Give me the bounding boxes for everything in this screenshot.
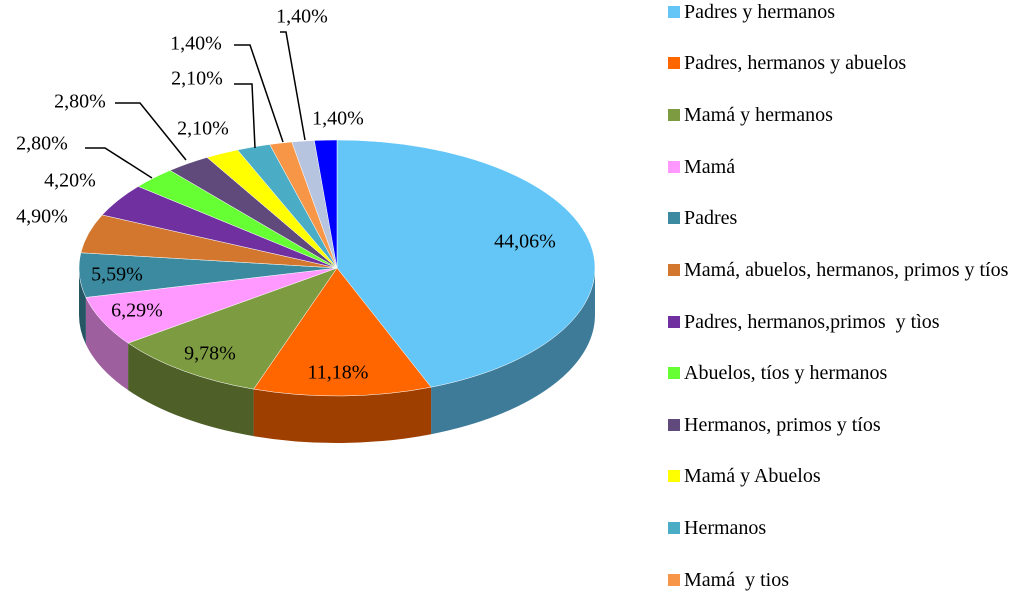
data-label: 2,80% xyxy=(54,91,106,113)
legend-label: Mamá y hermanos xyxy=(684,104,833,126)
data-label: 44,06% xyxy=(494,231,556,253)
legend-item: Hermanos xyxy=(668,517,1015,539)
legend-swatch xyxy=(668,419,680,431)
legend-label: Padres, hermanos,primos y tìos xyxy=(684,311,940,333)
legend-swatch xyxy=(668,316,680,328)
chart: 44,06% 11,18% 9,78% 6,29% 5,59% 4,90% 4,20% 2,8… xyxy=(16,6,596,443)
legend-item: Mamá xyxy=(668,156,1015,178)
legend-swatch xyxy=(668,109,680,121)
legend-swatch xyxy=(668,212,680,224)
legend-item: Padres y hermanos xyxy=(668,1,1015,23)
leader-line xyxy=(85,147,153,179)
legend-item: Mamá y tios xyxy=(668,569,1015,591)
slice-side xyxy=(253,387,432,443)
data-label: 2,10% xyxy=(177,118,229,140)
legend-label: Padres, hermanos y abuelos xyxy=(684,52,907,74)
slice xyxy=(127,267,338,390)
slice xyxy=(336,139,596,388)
slice xyxy=(253,267,432,397)
legend-item: Padres xyxy=(668,207,1015,229)
legend-label: Hermanos, primos y tíos xyxy=(684,414,881,436)
legend-swatch xyxy=(668,470,680,482)
legend-label: Mamá y Abuelos xyxy=(684,465,821,487)
legend-swatch xyxy=(668,367,680,379)
legend-item: Mamá, abuelos, hermanos, primos y tíos xyxy=(668,259,1015,281)
slice-side xyxy=(85,297,129,391)
legend-swatch xyxy=(668,522,680,534)
data-label: 2,10% xyxy=(171,68,223,90)
slice xyxy=(314,139,338,269)
data-label: 9,78% xyxy=(184,343,236,365)
legend-label: Mamá y tios xyxy=(684,569,789,591)
legend-label: Hermanos xyxy=(684,517,767,539)
data-label: 11,18% xyxy=(308,362,369,384)
data-label: 6,29% xyxy=(111,300,163,322)
legend-swatch xyxy=(668,6,680,18)
leader-line xyxy=(115,102,187,161)
legend-item: Abuelos, tíos y hermanos xyxy=(668,362,1015,384)
legend-swatch xyxy=(668,161,680,173)
legend-item: Mamá y hermanos xyxy=(668,104,1015,126)
legend-label: Mamá, abuelos, hermanos, primos y tíos xyxy=(684,259,1009,281)
legend-item: Hermanos, primos y tíos xyxy=(668,414,1015,436)
data-label: 1,40% xyxy=(170,33,222,55)
leader-line xyxy=(280,31,306,141)
legend-swatch xyxy=(668,574,680,586)
legend-label: Padres xyxy=(684,207,738,229)
leader-line xyxy=(234,44,284,143)
slice-side xyxy=(431,268,595,435)
data-label: 4,20% xyxy=(44,170,96,192)
legend-label: Mamá xyxy=(684,156,736,178)
legend-item: Padres, hermanos,primos y tìos xyxy=(668,311,1015,333)
leader-line xyxy=(234,83,256,149)
data-label: 4,90% xyxy=(16,206,68,228)
data-label: 1,40% xyxy=(276,6,328,28)
legend-item: Padres, hermanos y abuelos xyxy=(668,52,1015,74)
legend-label: Padres y hermanos xyxy=(684,1,836,23)
legend-swatch xyxy=(668,57,680,69)
legend-item: Mamá y Abuelos xyxy=(668,465,1015,487)
data-label: 2,80% xyxy=(16,133,68,155)
data-label: 1,40% xyxy=(312,108,364,130)
legend-swatch xyxy=(668,264,680,276)
legend-label: Abuelos, tíos y hermanos xyxy=(684,362,888,384)
data-label: 5,59% xyxy=(91,264,143,286)
slice-side xyxy=(128,343,254,437)
slice-side xyxy=(79,268,86,345)
